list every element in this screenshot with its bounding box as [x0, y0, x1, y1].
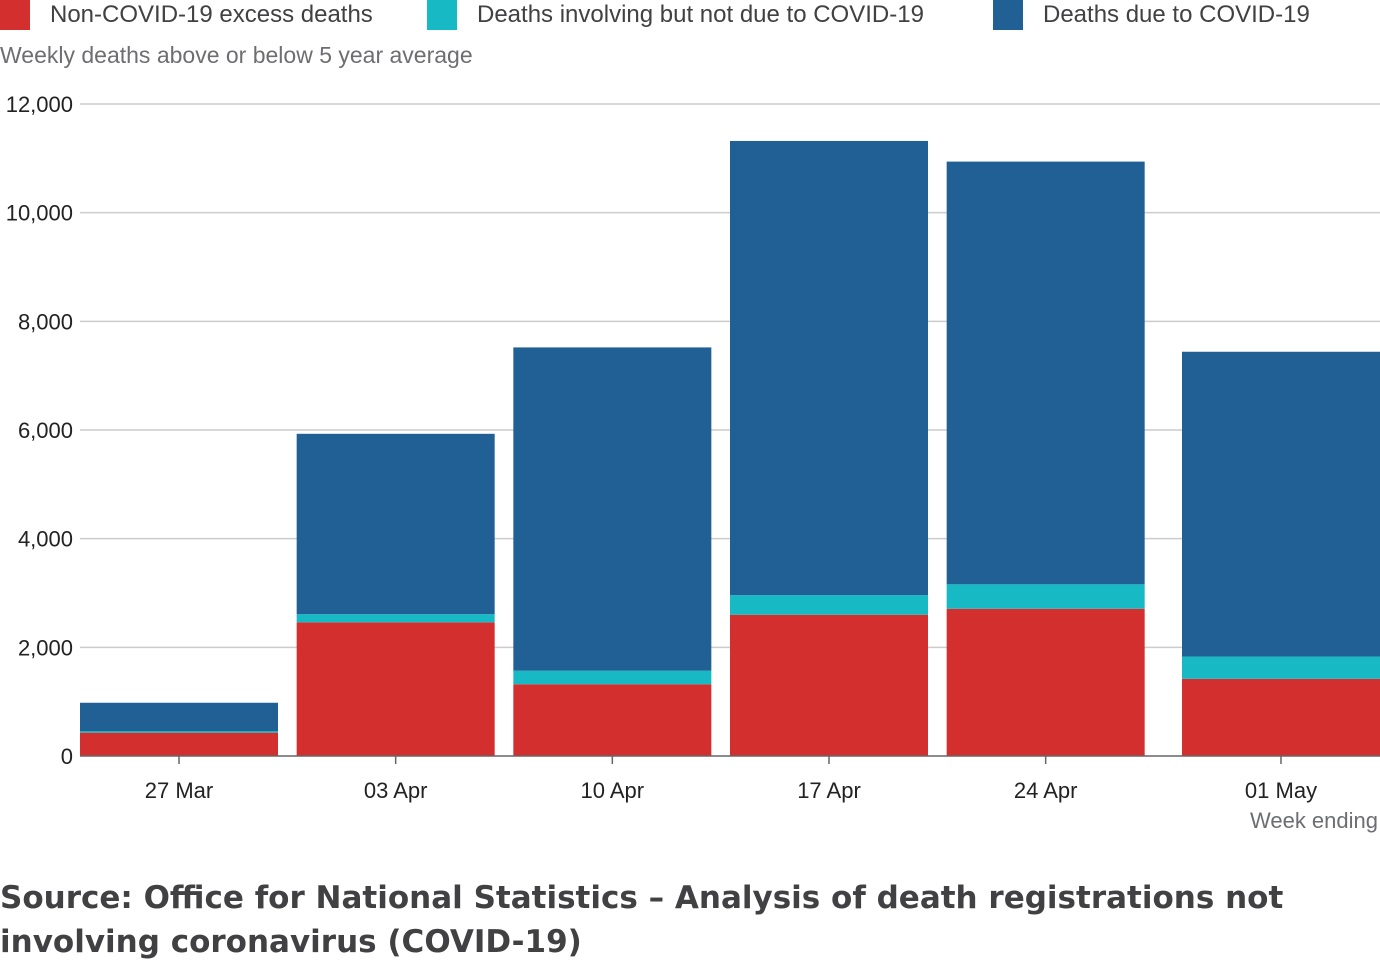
legend-swatch — [0, 0, 30, 30]
legend-label: Deaths due to COVID-19 — [1043, 1, 1310, 28]
legend-item-due-to-covid: Deaths due to COVID-19 — [993, 0, 1310, 30]
bar-segment — [513, 670, 712, 685]
bar-segment — [1182, 678, 1380, 756]
legend-swatch — [427, 0, 457, 30]
bar-segment — [730, 595, 928, 615]
x-tick-label: 27 Mar — [145, 778, 213, 803]
legend-item-non-covid: Non-COVID-19 excess deaths — [0, 0, 373, 30]
bar-segment — [513, 684, 712, 756]
x-tick-label: 01 May — [1245, 778, 1317, 803]
x-tick-label: 03 Apr — [364, 778, 428, 803]
bar-segment — [730, 140, 928, 596]
x-tick-label: 24 Apr — [1014, 778, 1078, 803]
y-tick-label: 4,000 — [18, 527, 73, 552]
bar-segment — [946, 161, 1145, 585]
bar-segment — [296, 433, 495, 615]
chart-subtitle: Weekly deaths above or below 5 year aver… — [0, 42, 473, 68]
bar-segment — [1182, 351, 1380, 657]
y-tick-label: 0 — [61, 744, 73, 769]
legend-label: Non-COVID-19 excess deaths — [50, 1, 373, 28]
source-note: Source: Office for National Statistics –… — [0, 880, 1284, 960]
y-tick-label: 6,000 — [18, 418, 73, 443]
bar-segment — [946, 584, 1145, 609]
y-tick-label: 10,000 — [6, 201, 73, 226]
legend-label: Deaths involving but not due to COVID-19 — [477, 1, 924, 28]
legend: Non-COVID-19 excess deaths Deaths involv… — [0, 0, 1380, 30]
bar-segment — [80, 702, 278, 732]
bar-segment — [296, 622, 495, 756]
bar-segment — [513, 347, 712, 671]
x-tick-label: 10 Apr — [581, 778, 645, 803]
bar-segment — [80, 731, 278, 733]
x-axis-label: Week ending — [1250, 808, 1378, 833]
y-tick-label: 2,000 — [18, 635, 73, 660]
bar-segment — [730, 614, 928, 756]
bar-segment — [80, 732, 278, 756]
stacked-bar-chart: 0 2,000 4,000 6,000 8,000 10,000 12,000 27 Mar 0… — [6, 92, 1380, 833]
x-tick-label: 17 Apr — [797, 778, 861, 803]
bar-segment — [946, 608, 1145, 756]
bar-segment — [296, 614, 495, 623]
legend-item-involving-covid: Deaths involving but not due to COVID-19 — [427, 0, 924, 30]
legend-swatch — [993, 0, 1023, 30]
bar-segment — [1182, 656, 1380, 679]
y-tick-label: 8,000 — [18, 309, 73, 334]
y-tick-label: 12,000 — [6, 92, 73, 117]
